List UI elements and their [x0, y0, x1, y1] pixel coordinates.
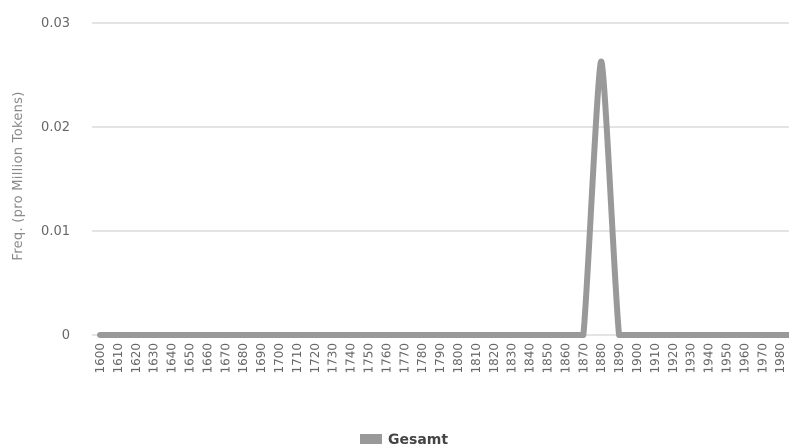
- x-tick-label-1610: 1610: [111, 343, 125, 374]
- x-tick-label-1880: 1880: [594, 343, 608, 374]
- x-tick-label-1980: 1980: [773, 343, 787, 374]
- x-tick-label-1910: 1910: [648, 343, 662, 374]
- x-tick-label-1950: 1950: [720, 343, 734, 374]
- x-tick-label-1630: 1630: [147, 343, 161, 374]
- x-tick-label-1720: 1720: [308, 343, 322, 374]
- x-tick-label-1820: 1820: [487, 343, 501, 374]
- legend-label-gesamt: Gesamt: [388, 432, 448, 448]
- x-axis-ticks: 1600 1610 1620 1630 1640 1650 1660 1670 1680 1690…: [93, 343, 787, 374]
- legend[interactable]: Gesamt: [360, 432, 448, 448]
- x-tick-label-1900: 1900: [630, 343, 644, 374]
- x-tick-label-1800: 1800: [451, 343, 465, 374]
- x-tick-label-1660: 1660: [200, 343, 214, 374]
- x-tick-label-1600: 1600: [93, 343, 107, 374]
- y-tick-label-0.01: 0.01: [41, 224, 70, 239]
- grid-lines: [92, 22, 789, 336]
- x-tick-label-1690: 1690: [254, 343, 268, 374]
- x-tick-label-1930: 1930: [684, 343, 698, 374]
- x-tick-label-1670: 1670: [218, 343, 232, 374]
- y-axis-label: Freq. (pro Million Tokens): [11, 91, 26, 260]
- x-tick-label-1640: 1640: [165, 343, 179, 374]
- x-tick-label-1960: 1960: [737, 343, 751, 374]
- x-tick-label-1940: 1940: [702, 343, 716, 374]
- x-tick-label-1890: 1890: [612, 343, 626, 374]
- x-tick-label-1780: 1780: [415, 343, 429, 374]
- x-tick-label-1730: 1730: [326, 343, 340, 374]
- x-tick-label-1850: 1850: [541, 343, 555, 374]
- series-layer: [97, 58, 789, 338]
- y-tick-label-0.02: 0.02: [41, 120, 70, 135]
- x-tick-label-1790: 1790: [433, 343, 447, 374]
- y-tick-label-0.03: 0.03: [41, 16, 70, 31]
- x-tick-label-1920: 1920: [666, 343, 680, 374]
- x-tick-label-1620: 1620: [129, 343, 143, 374]
- x-tick-label-1870: 1870: [576, 343, 590, 374]
- x-tick-label-1830: 1830: [505, 343, 519, 374]
- x-tick-label-1680: 1680: [236, 343, 250, 374]
- x-tick-label-1810: 1810: [469, 343, 483, 374]
- x-tick-label-1770: 1770: [397, 343, 411, 374]
- x-tick-label-1760: 1760: [379, 343, 393, 374]
- series-line-gesamt: [97, 58, 789, 338]
- x-tick-label-1710: 1710: [290, 343, 304, 374]
- x-tick-label-1740: 1740: [344, 343, 358, 374]
- legend-swatch-gesamt: [360, 434, 382, 444]
- x-tick-label-1840: 1840: [523, 343, 537, 374]
- x-tick-label-1860: 1860: [558, 343, 572, 374]
- x-tick-label-1970: 1970: [755, 343, 769, 374]
- x-tick-label-1650: 1650: [183, 343, 197, 374]
- x-tick-label-1750: 1750: [362, 343, 376, 374]
- y-axis-ticks: 0 0.01 0.02 0.03: [41, 16, 70, 343]
- y-tick-label-0: 0: [62, 328, 70, 343]
- x-tick-label-1700: 1700: [272, 343, 286, 374]
